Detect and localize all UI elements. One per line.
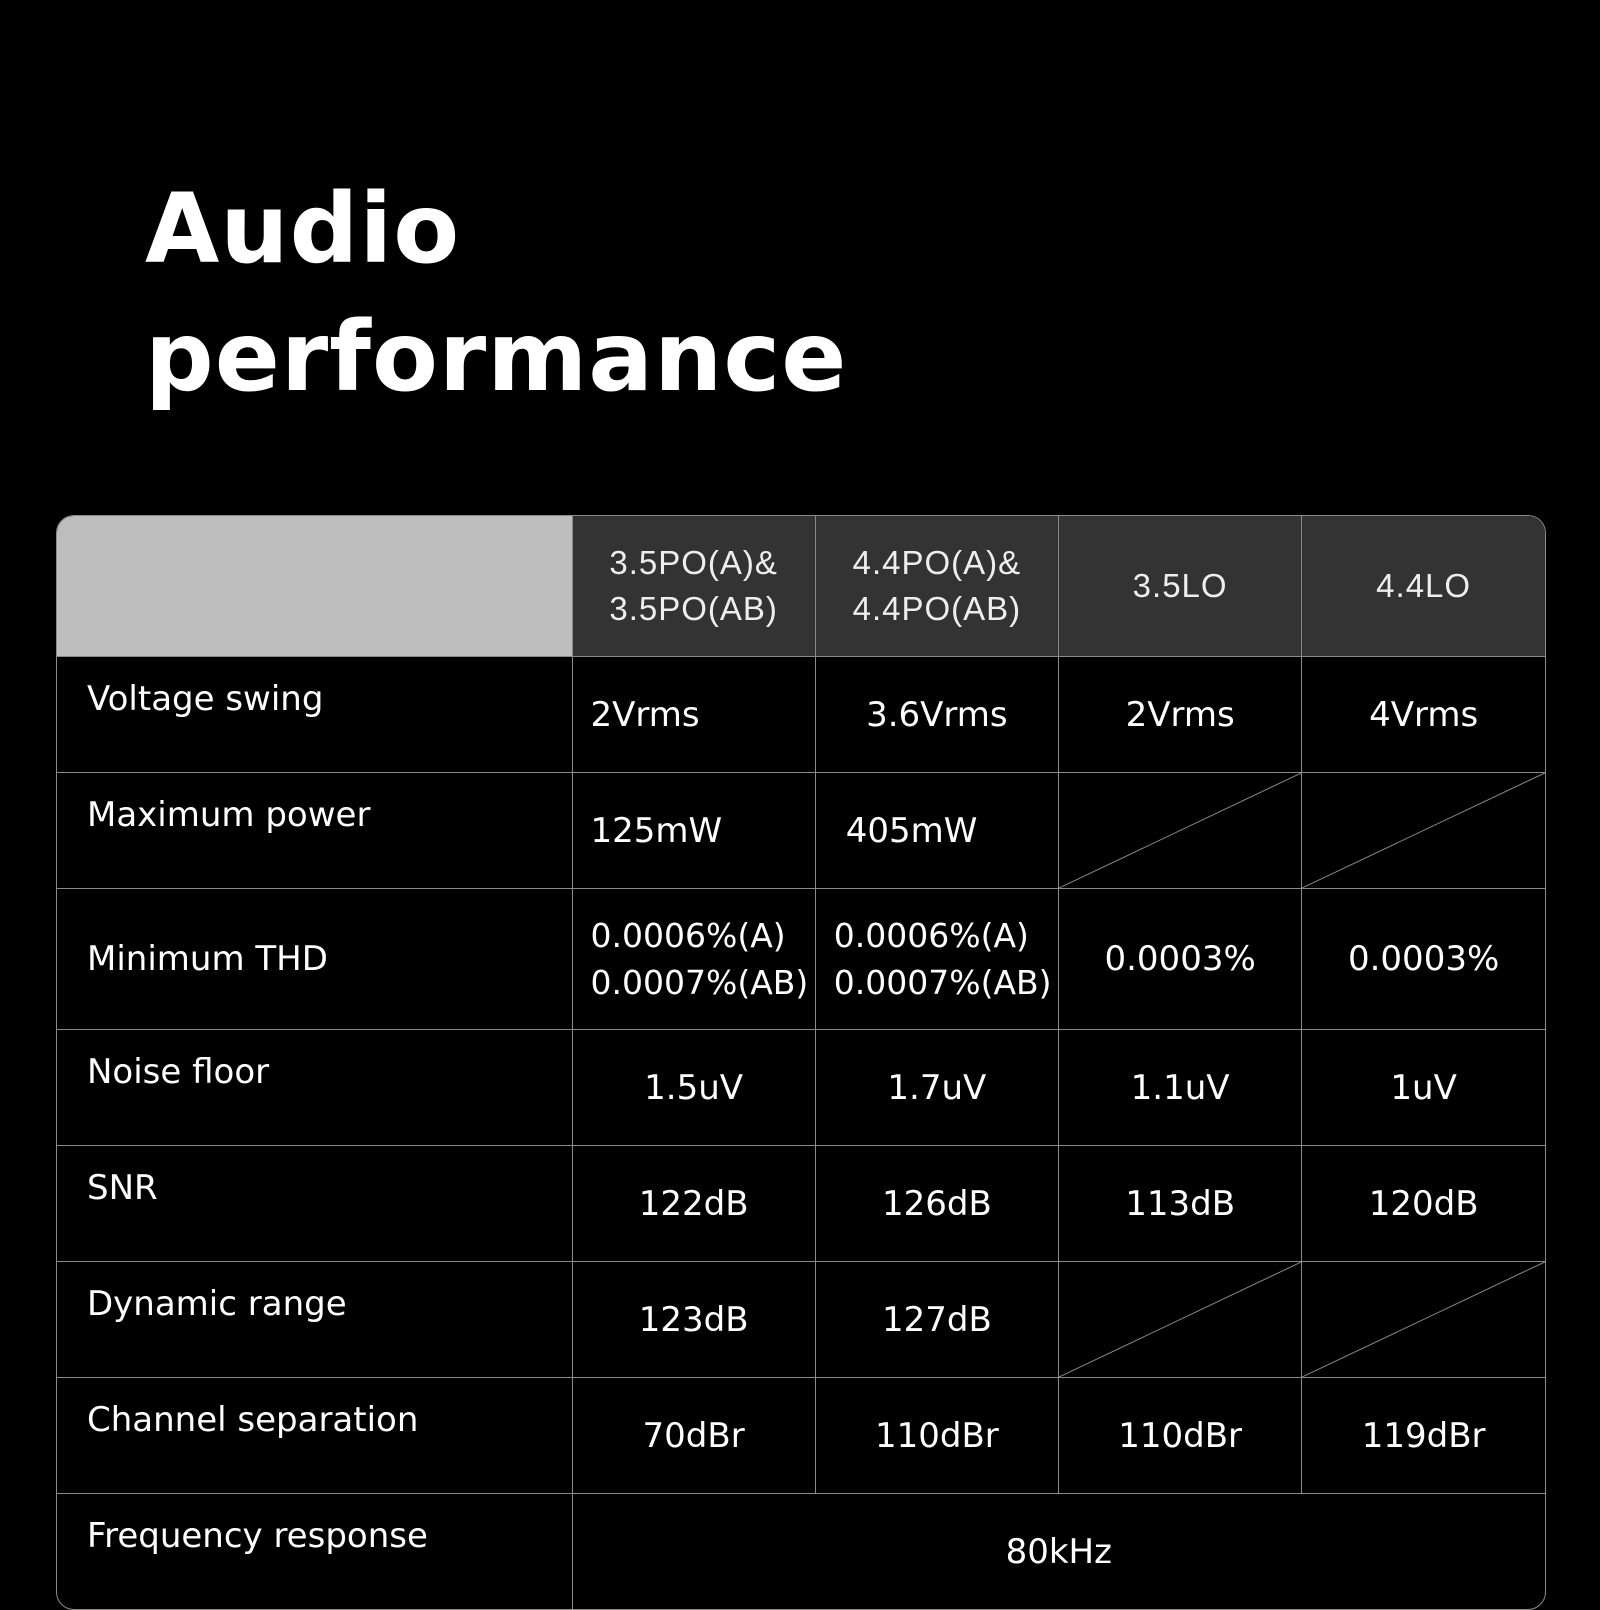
cell: 122dB xyxy=(571,1145,816,1262)
row-label: Maximum power xyxy=(57,772,573,889)
not-applicable-cell xyxy=(1057,772,1303,889)
row-label: Minimum THD xyxy=(57,888,573,1030)
table-row: Minimum THD 0.0006%(A) 0.0007%(AB) 0.0006… xyxy=(57,888,1545,1030)
title-line-1: Audio xyxy=(145,173,461,285)
cell: 120dB xyxy=(1301,1145,1545,1262)
not-applicable-cell xyxy=(1057,1261,1303,1378)
cell: 4Vrms xyxy=(1301,656,1545,773)
cell: 110dBr xyxy=(1057,1377,1303,1494)
cell: 113dB xyxy=(1057,1145,1303,1262)
cell: 0.0003% xyxy=(1057,888,1303,1030)
row-label: Dynamic range xyxy=(57,1261,573,1378)
table-row: Voltage swing 2Vrms 3.6Vrms 2Vrms 4Vrms xyxy=(57,656,1545,773)
cell: 1.5uV xyxy=(571,1029,816,1146)
specs-table: 3.5PO(A)& 3.5PO(AB) 4.4PO(A)& 4.4PO(AB) 3.… xyxy=(56,515,1546,1610)
cell: 1uV xyxy=(1301,1029,1545,1146)
cell: 127dB xyxy=(814,1261,1060,1378)
table-row: Maximum power 125mW 405mW xyxy=(57,772,1545,889)
cell: 3.6Vrms xyxy=(814,656,1060,773)
row-label: SNR xyxy=(57,1145,573,1262)
title-line-2: performance xyxy=(145,301,848,413)
table-row: Noise floor 1.5uV 1.7uV 1.1uV 1uV xyxy=(57,1029,1545,1146)
cell: 2Vrms xyxy=(571,656,816,773)
cell: 405mW xyxy=(814,772,1060,889)
cell: 80kHz xyxy=(571,1493,1545,1609)
table-row: Dynamic range 123dB 127dB xyxy=(57,1261,1545,1378)
cell: 123dB xyxy=(571,1261,816,1378)
row-label: Channel separation xyxy=(57,1377,573,1494)
table-row: Channel separation 70dBr 110dBr 110dBr 1… xyxy=(57,1377,1545,1494)
cell: 119dBr xyxy=(1301,1377,1545,1494)
cell: 1.7uV xyxy=(814,1029,1060,1146)
header-3.5po: 3.5PO(A)& 3.5PO(AB) xyxy=(571,516,816,657)
not-applicable-cell xyxy=(1301,772,1545,889)
header-row: 3.5PO(A)& 3.5PO(AB) 4.4PO(A)& 4.4PO(AB) 3.… xyxy=(57,516,1545,657)
cell: 126dB xyxy=(814,1145,1060,1262)
cell: 2Vrms xyxy=(1057,656,1303,773)
cell: 0.0003% xyxy=(1301,888,1545,1030)
row-label: Noise floor xyxy=(57,1029,573,1146)
cell: 110dBr xyxy=(814,1377,1060,1494)
cell: 1.1uV xyxy=(1057,1029,1303,1146)
cell: 125mW xyxy=(571,772,816,889)
cell: 70dBr xyxy=(571,1377,816,1494)
header-3.5lo: 3.5LO xyxy=(1057,516,1303,657)
row-label: Frequency response xyxy=(57,1493,573,1609)
row-label: Voltage swing xyxy=(57,656,573,773)
header-4.4po: 4.4PO(A)& 4.4PO(AB) xyxy=(814,516,1060,657)
header-blank-cell xyxy=(57,516,573,657)
not-applicable-cell xyxy=(1301,1261,1545,1378)
table-row: SNR 122dB 126dB 113dB 120dB xyxy=(57,1145,1545,1262)
table-row: Frequency response 80kHz xyxy=(57,1493,1545,1609)
page-title: Audio performance xyxy=(145,165,847,421)
cell: 0.0006%(A) 0.0007%(AB) xyxy=(814,888,1060,1030)
cell: 0.0006%(A) 0.0007%(AB) xyxy=(571,888,816,1030)
header-4.4lo: 4.4LO xyxy=(1301,516,1545,657)
